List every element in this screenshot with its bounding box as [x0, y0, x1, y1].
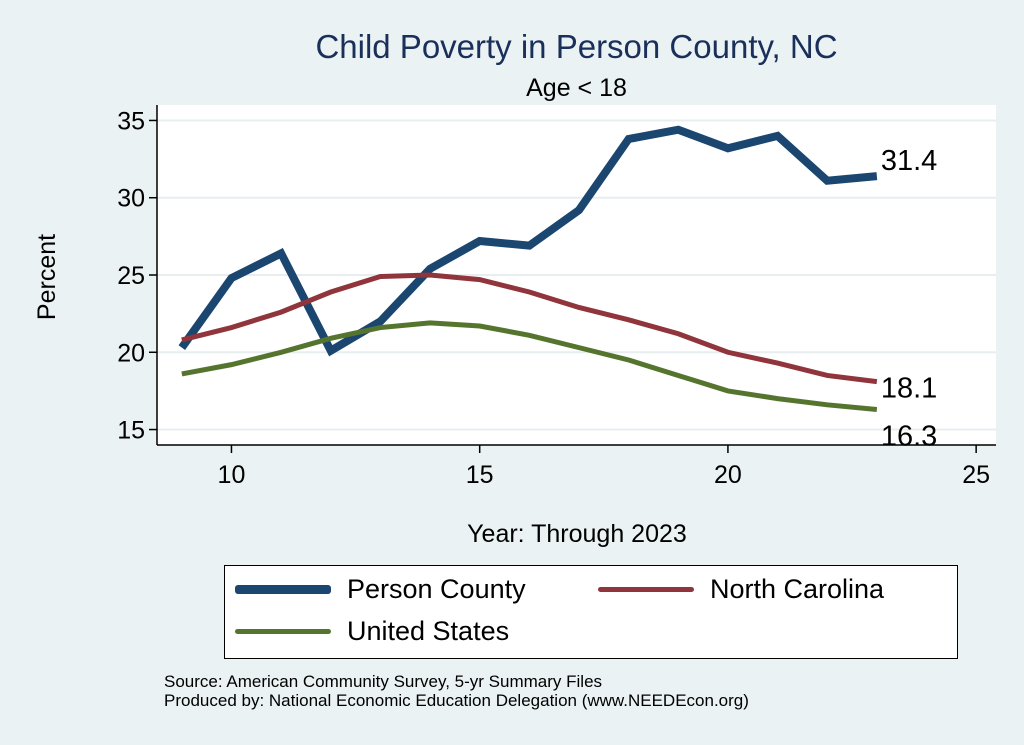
legend-swatch-united-states	[235, 629, 331, 634]
end-label-north-carolina: 18.1	[881, 373, 937, 405]
legend-label: Person County	[347, 574, 526, 604]
legend-item-north-carolina: North Carolina	[598, 574, 884, 605]
chart-subtitle: Age < 18	[526, 74, 627, 102]
series-lines	[178, 125, 878, 412]
end-label-united-states: 16.3	[881, 420, 937, 452]
x-tick-label: 10	[218, 461, 246, 489]
source-note: Source: American Community Survey, 5-yr …	[164, 672, 749, 710]
chart-title: Child Poverty in Person County, NC	[315, 28, 838, 65]
end-labels: 31.4 18.1 16.3	[881, 145, 937, 452]
x-tick-label: 20	[714, 461, 742, 489]
source-line: Source: American Community Survey, 5-yr …	[164, 672, 603, 691]
axes: 15 20 25 30 35 10 15 20 25	[117, 105, 996, 489]
legend-item-person-county: Person County	[235, 574, 526, 605]
y-tick-label: 35	[117, 107, 145, 135]
x-axis-title: Year: Through 2023	[467, 520, 687, 548]
y-tick-label: 15	[117, 417, 145, 445]
series-line-person-county	[178, 125, 878, 357]
series-line-united-states	[181, 320, 878, 412]
legend-swatch-north-carolina	[598, 587, 694, 592]
series-line-north-carolina	[181, 272, 878, 385]
legend-label: North Carolina	[710, 574, 885, 604]
y-axis-title: Percent	[33, 234, 61, 320]
end-label-person-county: 31.4	[881, 145, 937, 177]
y-tick-label: 30	[117, 185, 145, 213]
x-tick-label: 15	[466, 461, 494, 489]
legend: Person County North Carolina United Stat…	[224, 565, 958, 659]
legend-item-united-states: United States	[235, 616, 509, 647]
grid-lines	[157, 119, 996, 431]
x-tick-label: 25	[962, 461, 990, 489]
producer-line: Produced by: National Economic Education…	[164, 691, 749, 710]
legend-swatch-person-county	[235, 585, 331, 594]
y-tick-label: 20	[117, 339, 145, 367]
legend-label: United States	[347, 616, 510, 646]
y-tick-label: 25	[117, 262, 145, 290]
